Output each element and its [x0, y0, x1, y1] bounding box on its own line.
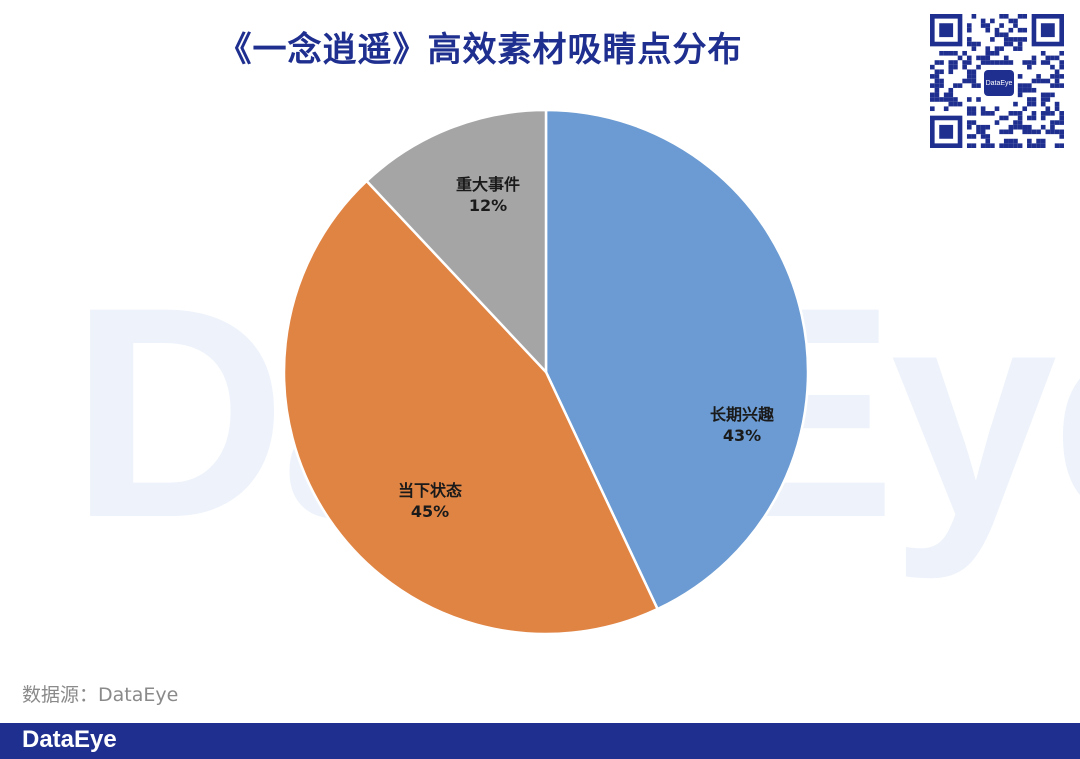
slice-label: 当下状态	[398, 481, 462, 500]
pie-slice	[282, 179, 660, 636]
pie-slice	[364, 108, 548, 376]
slice-label: 长期兴趣	[710, 405, 775, 424]
pie-slice	[544, 108, 810, 611]
footer-logo: DataEye	[22, 726, 117, 753]
slice-label: 重大事件	[456, 175, 520, 194]
qr-logo-badge: DataEye	[984, 70, 1014, 96]
chart-title: 《一念逍遥》高效素材吸睛点分布	[217, 30, 743, 70]
footer-bar: DataEye	[0, 723, 1080, 759]
qr-code-icon	[930, 14, 1064, 148]
slice-value-label: 45%	[411, 502, 449, 521]
slice-value-label: 12%	[469, 196, 507, 215]
slice-value-label: 43%	[723, 426, 761, 445]
data-source: 数据源：DataEye	[22, 684, 179, 706]
